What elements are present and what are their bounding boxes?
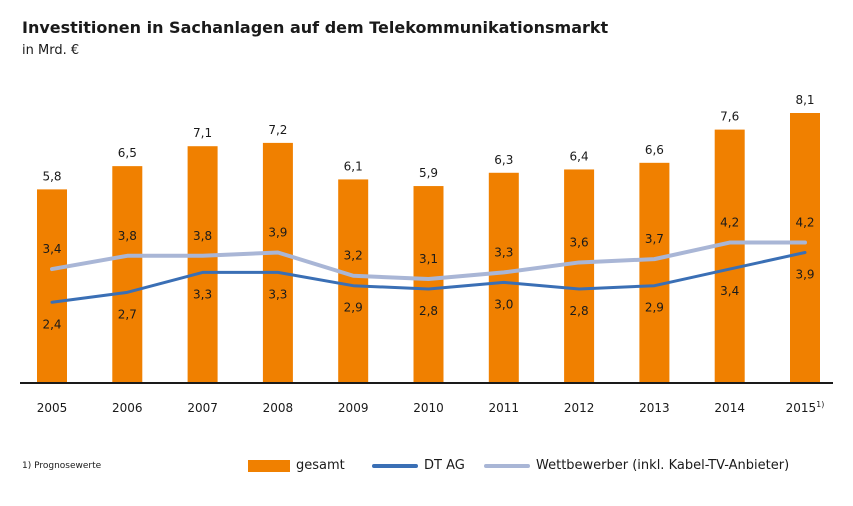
x-tick-label-2005: 2005 [37,401,68,415]
bar-gesamt-2010 [413,186,444,382]
data-label-wettbewerber-2013: 3,7 [645,232,664,246]
bar-gesamt-2013 [639,162,670,382]
legend-label-dt-ag: DT AG [424,458,465,473]
line-dt-ag [50,250,807,304]
x-tick-label-2010: 2010 [413,401,444,415]
bar-gesamt-2011 [488,172,519,382]
data-label-gesamt-2008: 7,2 [268,123,287,137]
bar-gesamt-2014 [714,129,745,382]
legend-dt-ag: DT AG [372,458,465,473]
legend-label-gesamt: gesamt [296,458,345,473]
bar-gesamt-2015 [790,113,820,382]
bar-gesamt-2007 [187,146,218,382]
data-label-dt-ag-2011: 3,0 [494,297,513,311]
data-label-gesamt-2006: 6,5 [118,146,137,160]
data-label-gesamt-2005: 5,8 [42,169,61,183]
data-label-dt-ag-2006: 2,7 [118,307,137,321]
legend-label-wettbewerber: Wettbewerber (inkl. Kabel-TV-Anbieter) [536,458,790,473]
data-label-dt-ag-2013: 2,9 [645,301,664,315]
x-tick-label-2008: 2008 [263,401,294,415]
data-label-dt-ag-2008: 3,3 [268,287,287,301]
data-label-gesamt-2012: 6,4 [570,149,589,163]
data-label-dt-ag-2007: 3,3 [193,287,212,301]
x-tick-label-2014: 2014 [714,401,745,415]
data-label-wettbewerber-2009: 3,2 [344,249,363,263]
data-label-dt-ag-2015: 3,9 [795,267,814,281]
x-tick-label-2012: 2012 [564,401,595,415]
bar-gesamt-2008 [262,142,293,382]
data-label-dt-ag-2010: 2,8 [419,304,438,318]
data-label-gesamt-2011: 6,3 [494,153,513,167]
x-tick-label-2006: 2006 [112,401,143,415]
line-wettbewerber [50,240,807,282]
x-tick-label-2011: 2011 [489,401,520,415]
data-label-wettbewerber-2015: 4,2 [795,216,814,230]
x-tick-label-2007: 2007 [187,401,218,415]
bar-gesamt-2006 [112,166,143,382]
x-tick-label-2015: 20151) [786,400,825,415]
bar-gesamt-2009 [338,179,369,382]
legend-swatch-wettbewerber [484,463,530,468]
x-tick-label-2009: 2009 [338,401,369,415]
bar-gesamt-2005 [37,189,67,382]
data-label-wettbewerber-2011: 3,3 [494,245,513,259]
x-tick-footnote-marker: 1) [816,400,824,409]
chart-title: Investitionen in Sachanlagen auf dem Tel… [22,18,609,37]
data-label-gesamt-2015: 8,1 [795,93,814,107]
data-label-gesamt-2014: 7,6 [720,110,739,124]
data-label-gesamt-2013: 6,6 [645,143,664,157]
legend-swatch-dt-ag [372,463,418,468]
data-label-wettbewerber-2006: 3,8 [118,229,137,243]
legend-wettbewerber: Wettbewerber (inkl. Kabel-TV-Anbieter) [484,458,789,473]
data-label-wettbewerber-2007: 3,8 [193,229,212,243]
data-label-wettbewerber-2008: 3,9 [268,225,287,239]
data-label-wettbewerber-2005: 3,4 [42,242,61,256]
bar-gesamt-2012 [564,169,595,382]
data-label-wettbewerber-2014: 4,2 [720,216,739,230]
data-label-wettbewerber-2010: 3,1 [419,252,438,266]
data-label-wettbewerber-2012: 3,6 [570,235,589,249]
data-label-dt-ag-2009: 2,9 [344,301,363,315]
data-label-dt-ag-2012: 2,8 [570,304,589,318]
data-label-gesamt-2010: 5,9 [419,166,438,180]
legend-swatch-gesamt [248,459,290,472]
data-label-gesamt-2007: 7,1 [193,126,212,140]
footnote: 1) Prognosewerte [22,461,102,471]
x-tick-label-2013: 2013 [639,401,670,415]
data-label-dt-ag-2014: 3,4 [720,284,739,298]
chart-subtitle: in Mrd. € [22,43,80,58]
data-label-dt-ag-2005: 2,4 [42,317,61,331]
legend-gesamt: gesamt [248,458,345,473]
data-label-gesamt-2009: 6,1 [344,159,363,173]
